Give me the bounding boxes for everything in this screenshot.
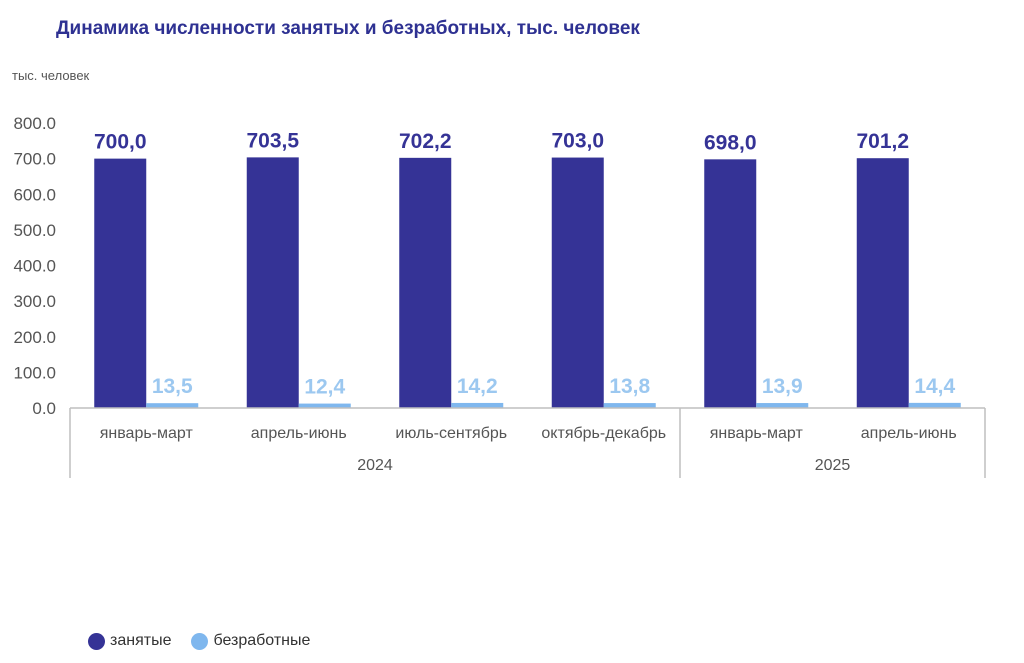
- y-axis-unit-label: тыс. человек: [12, 68, 90, 83]
- x-group-label: 2024: [357, 457, 393, 474]
- data-label-employed: 700,0: [94, 131, 147, 154]
- x-tick-label: апрель-июнь: [861, 425, 957, 442]
- legend: занятые безработные: [88, 632, 330, 650]
- y-tick-label: 500.0: [13, 221, 56, 240]
- data-label-unemployed: 14,2: [457, 375, 498, 398]
- x-tick-label: апрель-июнь: [251, 425, 347, 442]
- bar-employed: [399, 157, 452, 408]
- x-tick-label: июль-сентябрь: [395, 425, 507, 442]
- legend-item-unemployed: безработные: [191, 632, 310, 650]
- y-tick-label: 800.0: [13, 114, 56, 133]
- bar-employed: [856, 158, 909, 408]
- bar-employed: [551, 157, 604, 408]
- x-tick-label: январь-март: [710, 425, 804, 442]
- data-label-employed: 701,2: [856, 130, 909, 153]
- data-label-unemployed: 14,4: [914, 375, 955, 398]
- x-group-label: 2025: [815, 457, 851, 474]
- data-label-employed: 703,0: [551, 130, 604, 153]
- legend-marker-employed: [88, 632, 105, 650]
- data-label-unemployed: 13,9: [762, 375, 803, 398]
- data-label-unemployed: 13,8: [609, 375, 650, 398]
- x-tick-label: январь-март: [100, 425, 194, 442]
- y-tick-label: 600.0: [13, 185, 56, 204]
- bar-unemployed: [756, 403, 809, 408]
- data-label-employed: 698,0: [704, 131, 757, 154]
- data-label-unemployed: 13,5: [152, 375, 193, 398]
- y-tick-label: 700.0: [13, 150, 56, 169]
- bar-unemployed: [298, 403, 351, 408]
- bar-employed: [704, 159, 757, 408]
- x-tick-label: октябрь-декабрь: [541, 425, 666, 442]
- bar-unemployed: [603, 403, 656, 408]
- bar-unemployed: [908, 402, 961, 408]
- y-tick-label: 100.0: [13, 363, 56, 382]
- y-tick-label: 200.0: [13, 328, 56, 347]
- y-tick-label: 400.0: [13, 257, 56, 276]
- bar-unemployed: [146, 403, 199, 408]
- chart-title: Динамика численности занятых и безработн…: [56, 18, 640, 39]
- bar-employed: [94, 158, 147, 408]
- y-tick-label: 300.0: [13, 292, 56, 311]
- data-label-employed: 703,5: [246, 129, 299, 152]
- legend-label-employed: занятые: [110, 632, 172, 649]
- legend-marker-unemployed: [191, 632, 209, 650]
- data-label-employed: 702,2: [399, 130, 452, 153]
- bar-unemployed: [451, 402, 504, 408]
- legend-item-employed: занятые: [88, 632, 171, 650]
- bar-employed: [246, 157, 299, 408]
- legend-label-unemployed: безработные: [213, 632, 311, 649]
- y-tick-label: 0.0: [32, 399, 56, 418]
- data-label-unemployed: 12,4: [304, 376, 345, 399]
